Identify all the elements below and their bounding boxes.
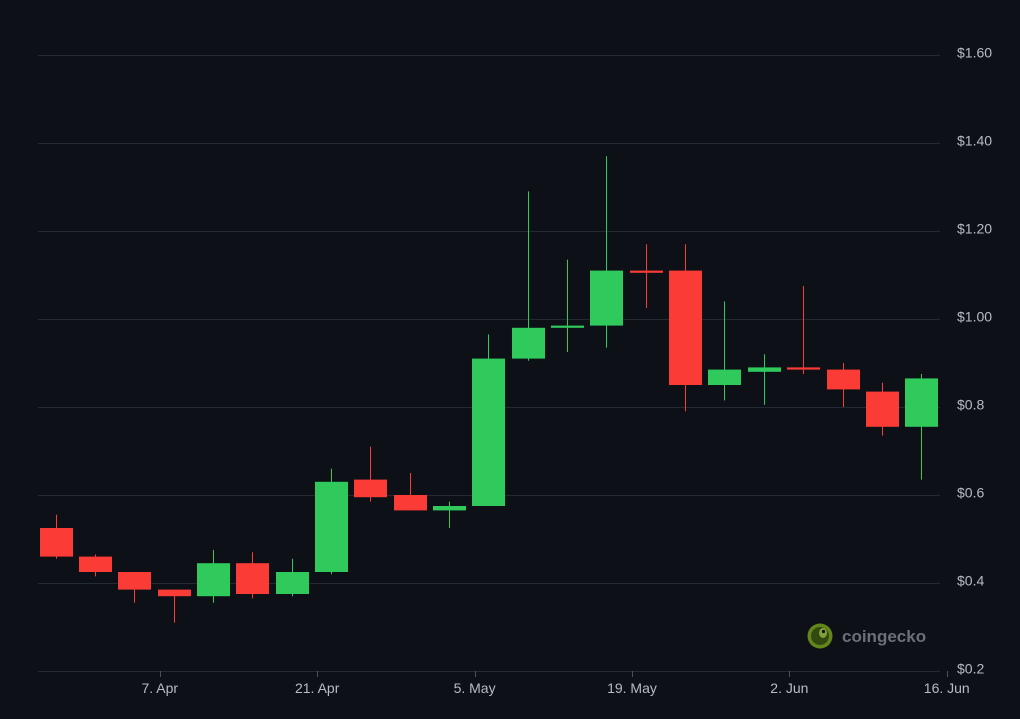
candle-body <box>158 589 191 597</box>
candle <box>158 589 191 623</box>
candle-body <box>748 367 781 372</box>
y-tick-label: $0.8 <box>957 397 984 413</box>
x-axis-labels: 7. Apr 21. Apr 5. May 19. May 2. Jun 16. Jun <box>141 671 970 696</box>
candle <box>787 286 820 374</box>
candle-body <box>79 556 112 572</box>
candle-body <box>787 367 820 370</box>
y-tick-label: $0.2 <box>957 661 984 677</box>
watermark-text: coingecko <box>842 627 926 646</box>
candles <box>40 156 938 623</box>
candle-body <box>354 479 387 498</box>
candle-body <box>276 572 309 594</box>
candle <box>276 558 309 597</box>
candle <box>866 382 899 436</box>
candle-body <box>394 495 427 511</box>
candle-body <box>315 481 348 572</box>
candle-body <box>433 506 466 511</box>
candle-body <box>551 325 584 328</box>
candle-body <box>236 563 269 594</box>
candle <box>315 468 348 575</box>
candle-body <box>866 391 899 427</box>
candle <box>79 554 112 577</box>
y-tick-label: $0.4 <box>957 573 984 589</box>
candle-body <box>827 369 860 390</box>
candle <box>472 334 505 506</box>
x-tick-label: 2. Jun <box>770 680 808 696</box>
candle <box>197 550 230 603</box>
x-tick-label: 21. Apr <box>295 680 340 696</box>
candle-body <box>630 270 663 273</box>
candle <box>630 244 663 308</box>
candle <box>827 363 860 407</box>
candle-body <box>512 327 545 359</box>
candle <box>551 259 584 352</box>
candle <box>708 301 741 401</box>
y-tick-label: $1.40 <box>957 133 992 149</box>
candle <box>236 552 269 599</box>
candle <box>40 514 73 559</box>
x-tick-label: 16. Jun <box>924 680 970 696</box>
candle <box>394 473 427 511</box>
candle <box>748 354 781 405</box>
candle-body <box>472 358 505 506</box>
candle-body <box>708 369 741 385</box>
y-tick-label: $1.60 <box>957 45 992 61</box>
x-tick-label: 19. May <box>607 680 657 696</box>
candle <box>118 572 151 603</box>
x-tick-label: 7. Apr <box>141 680 178 696</box>
candle-body <box>905 378 938 427</box>
y-axis-labels: $0.2 $0.4 $0.6 $0.8 $1.00 $1.20 $1.40 $1.60 <box>957 45 992 677</box>
candle-body <box>197 563 230 597</box>
candle <box>590 156 623 348</box>
candle <box>512 191 545 361</box>
candle-body <box>40 528 73 557</box>
coingecko-watermark: coingecko <box>807 623 926 649</box>
y-tick-label: $0.6 <box>957 485 984 501</box>
y-tick-label: $1.00 <box>957 309 992 325</box>
candle <box>905 374 938 480</box>
candle <box>669 244 702 412</box>
candle-body <box>118 572 151 590</box>
candle-body <box>590 270 623 326</box>
y-tick-label: $1.20 <box>957 221 992 237</box>
x-tick-label: 5. May <box>454 680 496 696</box>
candle-body <box>669 270 702 385</box>
gecko-logo-icon <box>807 623 833 649</box>
candle <box>354 446 387 502</box>
candle <box>433 501 466 528</box>
